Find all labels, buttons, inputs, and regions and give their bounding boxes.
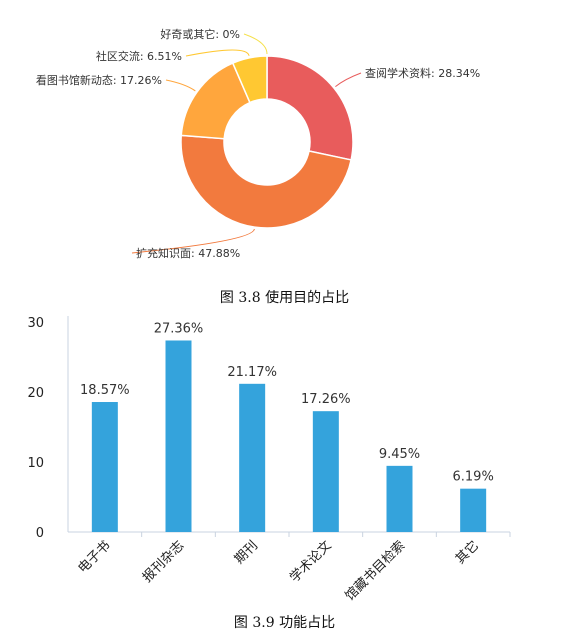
donut-leader-line [243,33,268,55]
x-tick-label: 其它 [452,538,482,568]
bar [386,465,413,532]
y-tick-label: 10 [27,456,44,471]
y-tick-label: 0 [36,526,44,541]
donut-chart-caption: 图 3.8 使用目的占比 [219,290,350,306]
y-tick-label: 20 [27,386,44,401]
donut-slice-label: 好奇或其它: 0% [160,27,240,41]
x-tick-label: 学术论文 [287,538,335,586]
bar-value-label: 6.19% [453,470,494,485]
bar-chart: 0 10 20 30 18.57% 27.36% 21.17% 17.26% 9.45% 6.1… [27,316,511,604]
donut-slice [180,134,353,229]
bar [239,383,266,532]
bar [91,402,118,532]
bar-value-label: 21.17% [227,365,277,380]
bar-chart-caption: 图 3.9 功能占比 [233,615,336,631]
donut-slice [266,55,354,161]
donut-slice-label: 社区交流: 6.51% [96,49,182,63]
donut-leader-line [131,228,255,254]
bar [460,488,487,532]
bar-value-label: 18.57% [80,383,130,398]
bar-value-label: 9.45% [379,447,420,462]
bar [165,340,192,532]
donut-leader-line [165,79,196,92]
x-tick-label: 期刊 [232,538,261,567]
donut-slice-label: 看图书馆新动态: 17.26% [36,73,162,87]
x-tick-label: 馆藏书目检索 [343,538,409,604]
bar [312,411,339,532]
bar-value-label: 17.26% [301,392,351,407]
donut-leader-line [185,49,250,57]
donut-leader-line [335,72,362,88]
donut-slice [231,55,268,104]
donut-slice-label: 查阅学术资料: 28.34% [365,66,480,80]
x-tick-label: 电子书 [75,538,113,576]
donut-slice-label: 扩充知识面: 47.88% [136,246,240,260]
y-tick-label: 30 [27,316,44,331]
x-tick-label: 报刊杂志 [140,538,187,585]
bar-value-label: 27.36% [154,321,204,336]
donut-chart: 查阅学术资料: 28.34% 扩充知识面: 47.88% 看图书馆新动态: 17.2… [36,27,480,260]
